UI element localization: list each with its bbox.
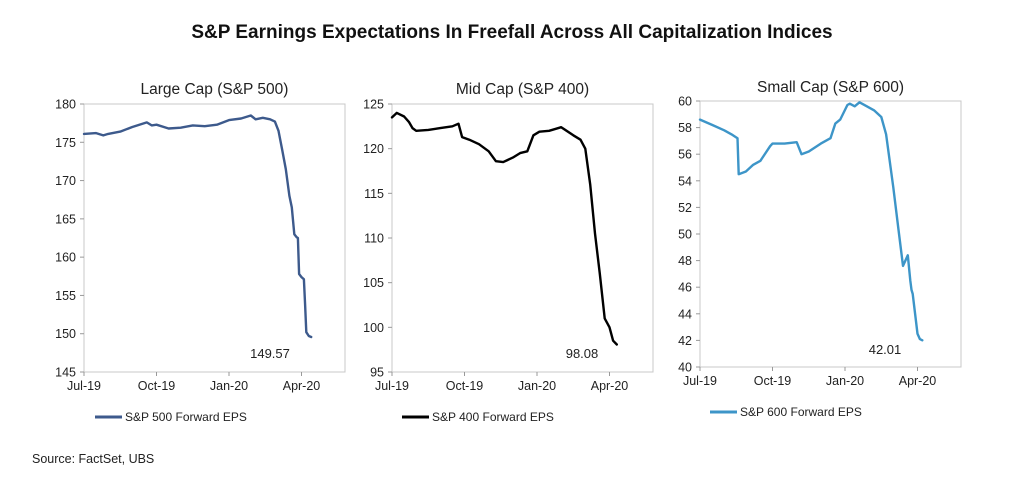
mid-cap-y-tick-label: 105 xyxy=(363,276,384,290)
small-cap-y-tick-label: 50 xyxy=(678,228,692,242)
large-cap-y-tick-label: 155 xyxy=(55,289,76,303)
small-cap-x-tick-label: Apr-20 xyxy=(899,374,937,388)
mid-cap-y-tick-label: 100 xyxy=(363,321,384,335)
small-cap-x-tick-label: Jul-19 xyxy=(683,374,717,388)
mid-cap-y-tick-label: 125 xyxy=(363,98,384,112)
small-cap-y-tick-label: 58 xyxy=(678,121,692,135)
large-cap-legend: S&P 500 Forward EPS xyxy=(95,410,247,424)
large-cap-y-tick-label: 150 xyxy=(55,327,76,341)
small-cap-y-tick-label: 40 xyxy=(678,361,692,375)
mid-cap-series-line xyxy=(390,111,618,346)
mid-cap-end-value-label: 98.08 xyxy=(566,346,599,361)
mid-cap-title: Mid Cap (S&P 400) xyxy=(456,81,589,98)
large-cap-y-tick-label: 165 xyxy=(55,212,76,226)
small-cap-end-value-label: 42.01 xyxy=(869,342,902,357)
large-cap-chart: Large Cap (S&P 500) 145 150 155 160 165 170 175… xyxy=(55,81,346,424)
small-cap-plot-frame xyxy=(699,100,962,368)
small-cap-y-tick-label: 44 xyxy=(678,307,692,321)
large-cap-x-tick-label: Apr-20 xyxy=(283,379,321,393)
small-cap-y-tick-label: 42 xyxy=(678,334,692,348)
large-cap-series-line xyxy=(82,114,313,339)
small-cap-legend: S&P 600 Forward EPS xyxy=(710,405,862,419)
small-cap-y-tick-label: 54 xyxy=(678,174,692,188)
small-cap-x-tick-label: Oct-19 xyxy=(754,374,792,388)
mid-cap-plot-frame xyxy=(391,103,654,373)
small-cap-chart: Small Cap (S&P 600) 40 42 44 46 48 50 52 54 56 58 6… xyxy=(678,79,962,419)
source-note: Source: FactSet, UBS xyxy=(32,452,155,466)
large-cap-end-value-label: 149.57 xyxy=(250,346,290,361)
large-cap-legend-label: S&P 500 Forward EPS xyxy=(125,410,247,424)
small-cap-x-tick-label: Jan-20 xyxy=(826,374,864,388)
large-cap-x-tick-label: Jul-19 xyxy=(67,379,101,393)
large-cap-y-tick-label: 180 xyxy=(55,98,76,112)
large-cap-x-tick-label: Oct-19 xyxy=(138,379,176,393)
mid-cap-x-tick-label: Oct-19 xyxy=(446,379,484,393)
mid-cap-legend: S&P 400 Forward EPS xyxy=(402,410,554,424)
mid-cap-chart: Mid Cap (S&P 400) 95 100 105 110 115 120 125 Jul… xyxy=(363,81,654,424)
small-cap-y-tick-label: 46 xyxy=(678,281,692,295)
mid-cap-y-tick-label: 110 xyxy=(364,232,384,246)
mid-cap-y-tick-label: 120 xyxy=(363,142,384,156)
mid-cap-y-tick-label: 95 xyxy=(370,366,384,380)
small-cap-y-tick-label: 48 xyxy=(678,254,692,268)
main-title: S&P Earnings Expectations In Freefall Ac… xyxy=(191,22,833,43)
mid-cap-y-tick-label: 115 xyxy=(364,187,384,201)
mid-cap-x-tick-label: Jul-19 xyxy=(375,379,409,393)
small-cap-y-tick-label: 60 xyxy=(678,95,692,109)
large-cap-x-tick-label: Jan-20 xyxy=(210,379,248,393)
large-cap-y-tick-label: 160 xyxy=(55,251,76,265)
mid-cap-legend-label: S&P 400 Forward EPS xyxy=(432,410,554,424)
small-cap-legend-label: S&P 600 Forward EPS xyxy=(740,405,862,419)
large-cap-plot-frame xyxy=(83,103,346,373)
large-cap-y-tick-label: 145 xyxy=(55,366,76,380)
large-cap-title: Large Cap (S&P 500) xyxy=(141,81,289,98)
small-cap-y-tick-label: 52 xyxy=(678,201,692,215)
small-cap-y-tick-label: 56 xyxy=(678,148,692,162)
small-cap-series-line xyxy=(698,101,924,342)
large-cap-y-tick-label: 170 xyxy=(55,174,76,188)
small-cap-title: Small Cap (S&P 600) xyxy=(757,79,904,96)
large-cap-y-tick-label: 175 xyxy=(55,136,76,150)
mid-cap-x-tick-label: Apr-20 xyxy=(591,379,629,393)
mid-cap-x-tick-label: Jan-20 xyxy=(518,379,556,393)
